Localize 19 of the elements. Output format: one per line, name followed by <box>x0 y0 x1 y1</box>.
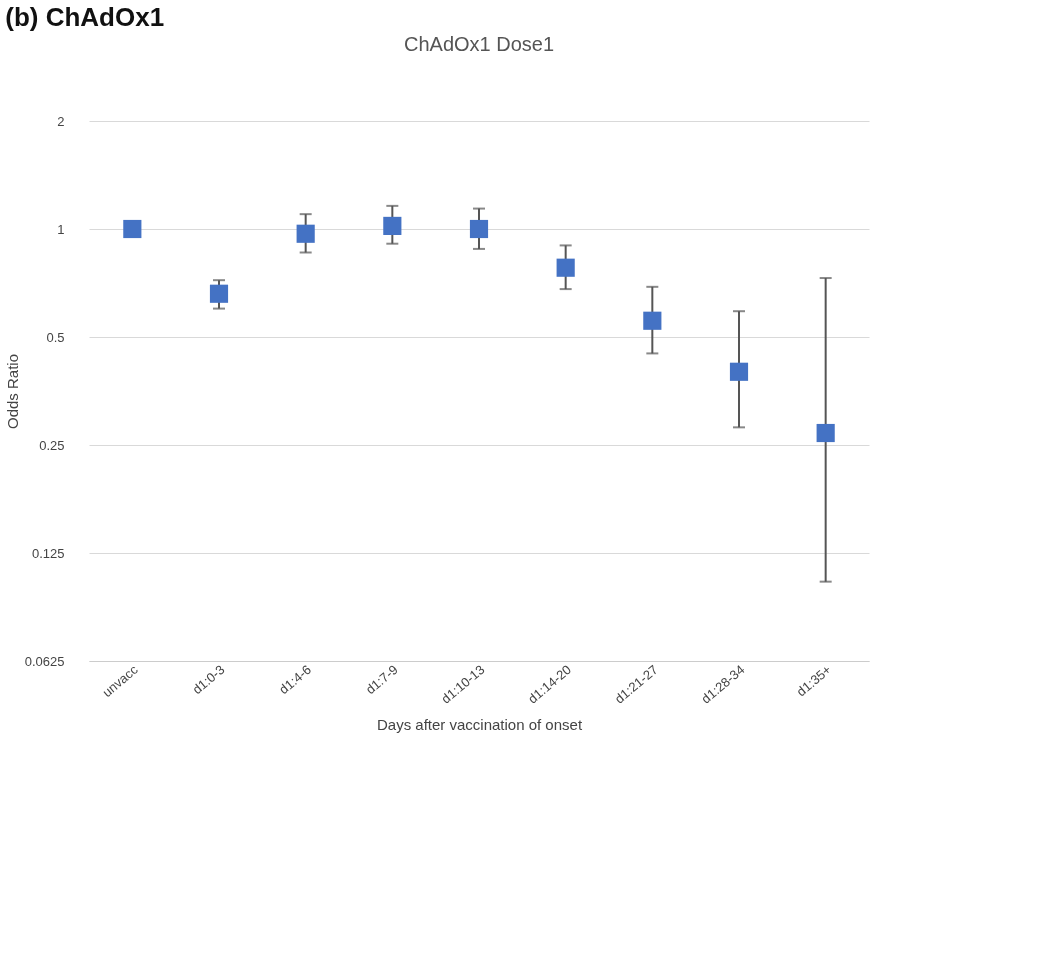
point <box>296 224 315 243</box>
y-tick-label: 2 <box>57 113 65 129</box>
point <box>383 216 402 235</box>
point <box>816 423 835 443</box>
chart-title: (b) ChAdOx1 <box>5 2 165 32</box>
y-axis-title: Odds Ratio <box>3 353 21 430</box>
point <box>123 219 142 239</box>
point <box>469 219 489 239</box>
point <box>643 311 662 330</box>
chart-subtitle: ChAdOx1 Dose1 <box>403 33 555 55</box>
y-tick-label: 0.0625 <box>24 653 65 669</box>
point <box>729 362 749 381</box>
y-tick-label: 0.125 <box>31 545 65 561</box>
y-tick-label: 0.25 <box>39 437 65 453</box>
x-axis-title: Days after vaccination of onset <box>376 716 583 734</box>
y-tick-label: 1 <box>57 221 65 237</box>
y-tick-label: 0.5 <box>46 329 65 345</box>
point <box>209 284 229 303</box>
point <box>556 258 575 277</box>
